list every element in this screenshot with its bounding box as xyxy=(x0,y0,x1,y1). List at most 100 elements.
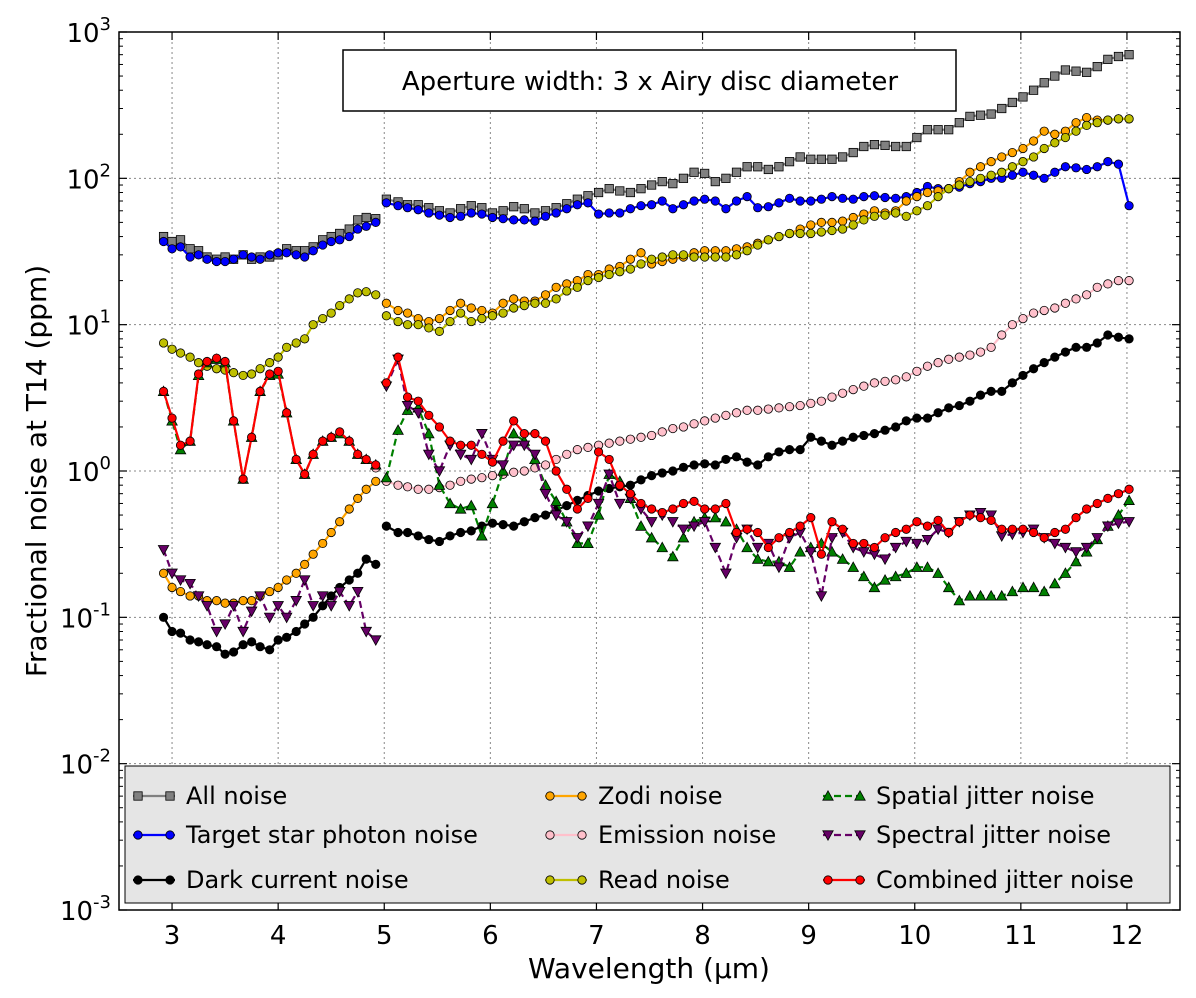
data-point xyxy=(402,203,413,213)
data-point xyxy=(933,408,943,418)
data-point xyxy=(551,294,561,304)
data-point xyxy=(487,311,498,321)
data-point xyxy=(540,298,551,308)
data-point xyxy=(838,193,848,203)
data-point xyxy=(795,152,805,162)
data-point xyxy=(540,436,551,446)
x-tick-label: 7 xyxy=(588,921,605,951)
data-point xyxy=(900,536,913,548)
data-point xyxy=(185,591,195,601)
data-point xyxy=(344,294,354,304)
legend-swatch-marker xyxy=(577,875,587,885)
data-point xyxy=(731,408,742,418)
y-tick-base: 10 xyxy=(60,604,93,634)
data-point xyxy=(509,521,519,531)
data-point xyxy=(335,427,345,437)
data-point xyxy=(647,430,657,441)
series-emission-noise xyxy=(371,276,1134,494)
data-point xyxy=(986,342,996,352)
data-point xyxy=(710,413,720,423)
data-point xyxy=(636,248,646,258)
data-point xyxy=(298,575,311,587)
data-point xyxy=(997,152,1007,162)
data-point xyxy=(1007,162,1017,172)
data-point xyxy=(326,308,336,318)
data-point xyxy=(997,330,1007,340)
data-point xyxy=(954,180,964,190)
data-point xyxy=(1028,308,1039,318)
data-point xyxy=(422,449,435,461)
data-point xyxy=(300,559,310,570)
data-point xyxy=(912,132,922,143)
legend-label: Spectral jitter noise xyxy=(876,821,1111,849)
data-point xyxy=(1113,114,1124,124)
data-point xyxy=(353,215,363,225)
data-point xyxy=(827,217,837,227)
data-point xyxy=(475,529,488,541)
data-point xyxy=(753,203,763,213)
data-point xyxy=(912,517,922,527)
data-point xyxy=(710,504,720,514)
data-point xyxy=(1050,527,1060,538)
data-point xyxy=(657,196,667,206)
data-point xyxy=(615,208,625,218)
data-point xyxy=(466,208,476,218)
data-point xyxy=(636,201,646,211)
data-point xyxy=(351,586,364,598)
data-point xyxy=(753,162,763,172)
data-point xyxy=(891,375,901,385)
data-point xyxy=(944,184,954,194)
data-point xyxy=(530,298,540,308)
data-point xyxy=(445,212,455,223)
data-point xyxy=(1124,484,1134,494)
data-point xyxy=(413,396,423,406)
data-point xyxy=(185,244,195,254)
data-point xyxy=(806,196,816,206)
annotation-text: Aperture width: 3 x Airy disc diameter xyxy=(402,67,899,97)
y-tick-exponent: -1 xyxy=(93,599,111,620)
x-tick-label: 12 xyxy=(1110,921,1143,951)
data-point xyxy=(795,445,805,455)
data-point xyxy=(272,601,285,612)
data-point xyxy=(1028,527,1039,538)
data-point xyxy=(300,619,310,629)
data-point xyxy=(975,390,986,400)
data-point xyxy=(731,527,742,538)
data-point xyxy=(806,432,816,442)
data-point xyxy=(498,520,508,530)
data-point xyxy=(965,111,975,121)
data-point xyxy=(986,515,996,525)
data-point xyxy=(688,521,700,533)
y-tick-base: 10 xyxy=(60,751,93,781)
data-point xyxy=(615,480,625,490)
data-point xyxy=(1124,276,1134,286)
y-tick-label: 10-3 xyxy=(60,892,111,927)
data-point xyxy=(678,462,689,472)
data-point xyxy=(985,510,998,522)
data-point xyxy=(583,276,593,286)
data-point xyxy=(1050,138,1060,148)
data-point xyxy=(333,586,346,598)
data-point xyxy=(424,534,434,545)
data-point xyxy=(158,612,169,622)
data-point xyxy=(300,334,310,344)
data-point xyxy=(668,504,678,514)
data-point xyxy=(827,440,837,450)
data-point xyxy=(465,499,478,511)
data-point xyxy=(974,589,987,601)
data-point xyxy=(838,524,848,534)
data-point xyxy=(774,403,784,413)
data-point xyxy=(509,416,519,426)
data-point xyxy=(291,626,301,637)
data-point xyxy=(381,198,391,208)
data-point xyxy=(308,246,318,256)
legend-item: Spatial jitter noise xyxy=(822,782,1095,810)
data-point xyxy=(975,173,986,183)
data-point xyxy=(933,192,943,202)
data-point xyxy=(380,471,393,483)
data-point xyxy=(816,396,826,406)
data-point xyxy=(273,635,283,645)
data-point xyxy=(220,356,230,367)
legend-swatch-marker xyxy=(822,789,834,801)
